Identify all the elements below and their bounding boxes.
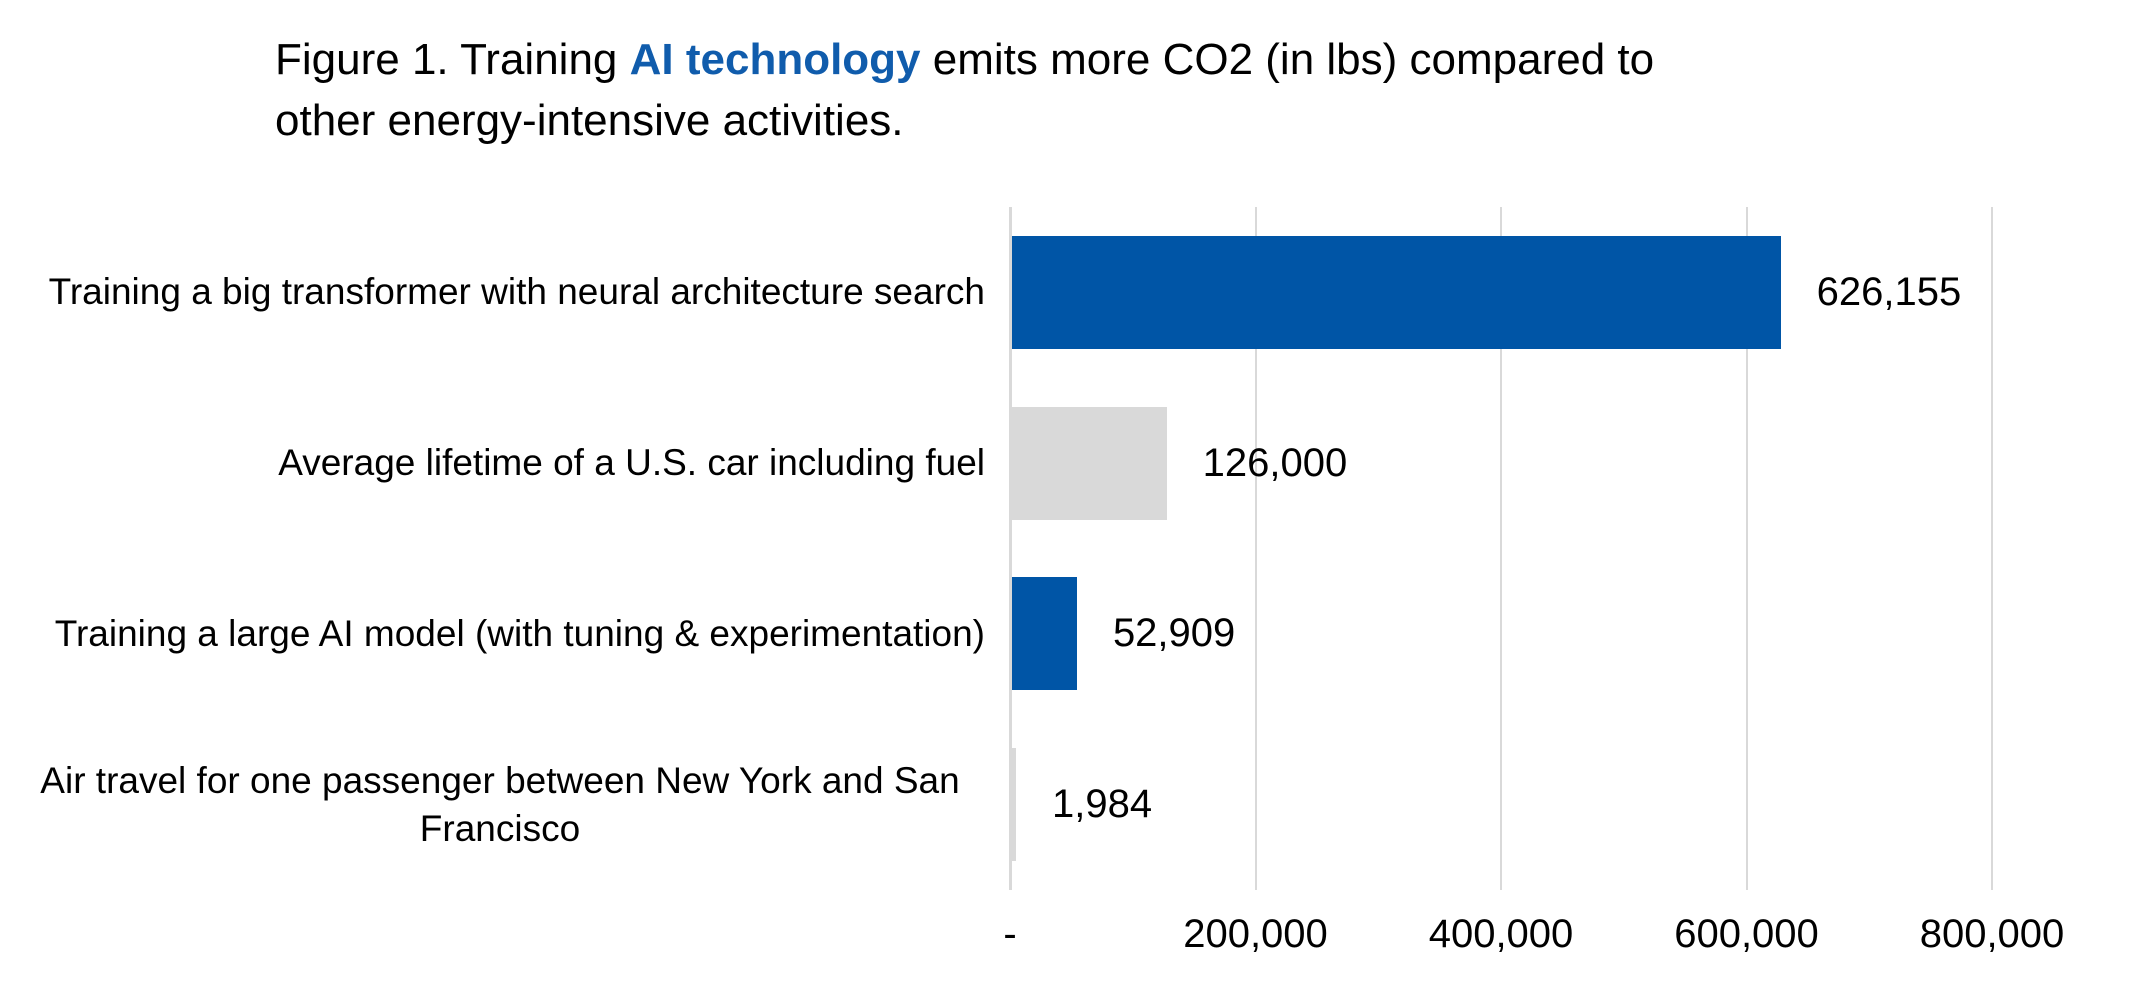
category-label: Average lifetime of a U.S. car including… bbox=[10, 378, 985, 549]
gridline bbox=[1254, 207, 1257, 890]
category-label-text: Air travel for one passenger between New… bbox=[40, 759, 960, 849]
category-label: Air travel for one passenger between New… bbox=[10, 719, 985, 890]
gridline bbox=[1745, 207, 1748, 890]
chart-title-line2: other energy-intensive activities. bbox=[275, 95, 904, 145]
value-label: 126,000 bbox=[1202, 440, 1348, 485]
category-label-text: Training a big transformer with neural a… bbox=[48, 271, 985, 313]
bar bbox=[1012, 748, 1016, 862]
x-tick-label: 400,000 bbox=[1428, 912, 1574, 956]
x-tick-label: 200,000 bbox=[1183, 912, 1328, 956]
bar bbox=[1012, 577, 1077, 691]
bar bbox=[1012, 406, 1167, 520]
gridline bbox=[1500, 207, 1502, 890]
x-axis-line bbox=[1009, 207, 1012, 890]
bar bbox=[1012, 235, 1781, 349]
value-label: 626,155 bbox=[1816, 269, 1962, 314]
category-label-text: Average lifetime of a U.S. car including… bbox=[278, 442, 985, 484]
value-label: 1,984 bbox=[1052, 782, 1153, 827]
chart-title-part1: Figure 1. Training bbox=[275, 35, 630, 84]
chart-title: Figure 1. Training AI technology emits m… bbox=[275, 30, 1975, 151]
chart-title-highlight: AI technology bbox=[629, 35, 921, 84]
value-label: 52,909 bbox=[1112, 611, 1236, 656]
category-label-text: Training a large AI model (with tuning &… bbox=[54, 612, 985, 654]
gridline bbox=[1991, 207, 1993, 890]
category-label: Training a large AI model (with tuning &… bbox=[10, 549, 985, 720]
x-tick-label: 600,000 bbox=[1674, 912, 1819, 956]
x-tick-label: 800,000 bbox=[1919, 912, 2065, 956]
category-label: Training a big transformer with neural a… bbox=[10, 207, 985, 378]
chart-title-part2: emits more CO2 (in lbs) compared to bbox=[920, 35, 1655, 84]
x-tick-label: - bbox=[1003, 912, 1017, 956]
